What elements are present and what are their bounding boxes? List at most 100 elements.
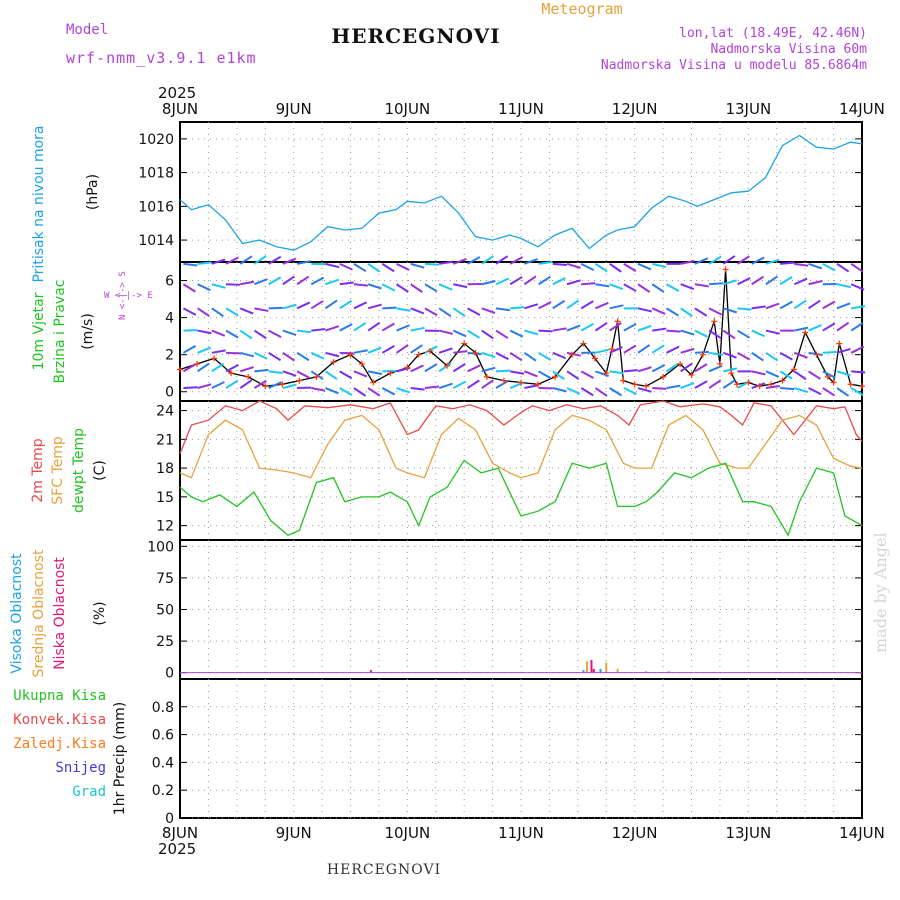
wind-barb-4-14: [382, 306, 397, 310]
wind-barb-0-9: [311, 387, 326, 392]
wind-marker-2: [211, 355, 218, 362]
wind-marker-6: [279, 381, 286, 388]
panel-frame-pressure: [179, 121, 863, 263]
wind-barb-3-37: [708, 329, 722, 339]
y-tick-cloud-3: 75: [156, 571, 174, 587]
wind-barb-0-28: [580, 387, 594, 397]
wind-barb-3-4: [239, 329, 253, 340]
wind-barb-1-46: [836, 370, 851, 377]
wind-barb-1-30: [609, 370, 624, 375]
y-tick-cloud-1: 25: [156, 634, 174, 650]
x-tick-bottom-5: 13JUN: [725, 824, 771, 842]
y-tick-wind-2: 4: [165, 311, 174, 327]
wind-barb-6-46: [836, 263, 850, 273]
wind-barb-4-33: [651, 307, 666, 315]
wind-barb-2-24: [523, 351, 537, 362]
wind-barb-3-30: [609, 321, 622, 332]
x-tick-top-6: 14JUN: [839, 100, 885, 118]
wind-barb-1-6: [268, 370, 283, 374]
wind-barb-6-23: [509, 256, 523, 265]
y-tick-temperature-4: 24: [156, 404, 174, 420]
wind-barb-1-21: [481, 366, 496, 373]
wind-barb-4-38: [723, 307, 738, 314]
wind-marker-25: [569, 351, 576, 358]
wind-marker-27: [591, 355, 598, 362]
wind-barb-4-4: [239, 307, 254, 315]
wind-marker-54: [859, 383, 865, 390]
wind-marker-12: [370, 379, 377, 386]
wind-barb-4-20: [467, 307, 481, 316]
page-title: HERCEGNOVI: [331, 24, 500, 48]
wind-barb-6-35: [680, 259, 695, 265]
wind-marker-52: [836, 340, 843, 347]
wind-barb-0-2: [211, 381, 225, 389]
wind-barb-5-28: [581, 282, 596, 286]
wind-barb-6-43: [794, 262, 809, 267]
x-tick-top-3: 11JUN: [498, 100, 544, 118]
wind-barb-3-24: [524, 329, 539, 336]
wind-barb-5-23: [509, 276, 523, 286]
wind-barb-6-15: [396, 262, 410, 271]
wind-barb-0-45: [822, 387, 836, 397]
wind-barb-5-27: [566, 279, 581, 286]
x-tick-bottom-1: 9JUN: [276, 824, 312, 842]
y-tick-wind-0: 0: [165, 385, 174, 401]
x-tick-bottom-2: 10JUN: [384, 824, 430, 842]
wind-barb-6-31: [623, 262, 637, 272]
wind-barb-5-21: [481, 280, 496, 286]
wind-barb-5-44: [808, 280, 823, 286]
wind-barb-2-32: [637, 344, 651, 354]
wind-barb-3-26: [552, 327, 567, 332]
wind-barb-1-44: [808, 370, 821, 380]
x-tick-top-0: 8JUN: [162, 100, 198, 118]
wind-barb-1-11: [339, 370, 353, 380]
wind-marker-47: [790, 366, 797, 373]
wind-marker-19: [472, 349, 479, 356]
wind-barb-4-3: [225, 307, 239, 317]
wind-marker-45: [768, 381, 775, 388]
wind-barb-6-3: [225, 256, 239, 265]
wind-barb-2-11: [339, 351, 354, 355]
wind-marker-15: [415, 351, 422, 358]
wind-marker-39: [716, 360, 723, 367]
wind-marker-23: [535, 381, 542, 388]
wind-barb-5-47: [850, 283, 865, 291]
wind-marker-26: [580, 340, 587, 347]
precip-legend-0: Ukupna Kisa: [13, 688, 106, 704]
series-temperature-2: [179, 459, 863, 537]
wind-barb-6-25: [538, 260, 553, 265]
wind-barb-0-16: [410, 387, 425, 391]
wind-marker-9: [330, 359, 337, 366]
wind-barb-1-17: [424, 363, 438, 373]
wind-barb-5-7: [282, 275, 296, 286]
ylabel-temp-3: (C): [92, 460, 108, 481]
wind-barb-2-12: [353, 349, 368, 354]
wind-barb-1-32: [637, 366, 652, 373]
wind-barb-3-31: [623, 322, 637, 332]
wind-barb-2-19: [453, 350, 468, 354]
ylabel-wind-1: 10m Vjetar: [31, 292, 47, 370]
wind-barb-1-16: [410, 364, 424, 373]
wind-barb-5-18: [438, 283, 453, 291]
wind-barb-4-19: [452, 307, 466, 317]
wind-barb-2-43: [794, 351, 808, 359]
wind-barb-5-13: [367, 283, 382, 290]
wind-barb-2-45: [822, 350, 837, 354]
wind-barb-1-22: [495, 369, 511, 373]
year-bottom: 2025: [158, 840, 196, 858]
panel-frame-precip: [179, 678, 863, 819]
y-tick-cloud-0: 0: [165, 666, 174, 682]
bar-1-1: [605, 662, 608, 673]
y-tick-precip-4: 0.8: [152, 700, 174, 716]
wind-barb-5-37: [709, 282, 724, 286]
wind-barb-2-15: [395, 344, 409, 354]
wind-barb-4-8: [296, 301, 311, 310]
wind-barb-6-16: [410, 262, 425, 269]
wind-barb-1-0: [182, 363, 196, 373]
wind-barb-5-42: [779, 276, 793, 286]
wind-barb-5-19: [453, 283, 468, 289]
wind-barb-6-14: [381, 263, 395, 273]
wind-barb-1-13: [367, 370, 383, 375]
wind-barb-6-4: [239, 255, 253, 265]
y-tick-pressure-3: 1020: [138, 132, 174, 148]
